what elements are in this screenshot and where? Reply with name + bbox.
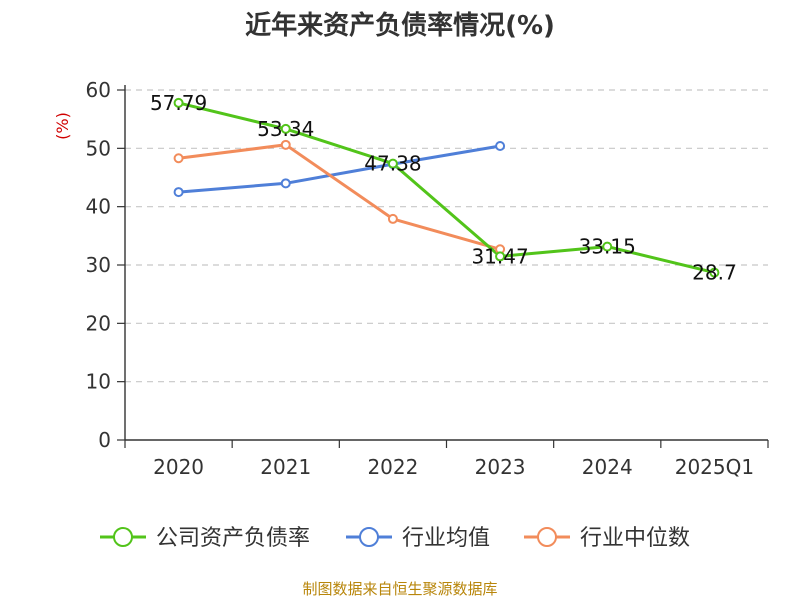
x-tick-label: 2024	[582, 455, 633, 479]
legend-marker	[537, 527, 557, 547]
y-tick-label: 40	[86, 195, 111, 219]
data-label: 53.34	[257, 117, 314, 141]
x-tick-label: 2021	[260, 455, 311, 479]
legend-marker	[113, 527, 133, 547]
chart-title: 近年来资产负债率情况(%)	[245, 10, 555, 41]
data-point	[387, 213, 398, 224]
data-point	[602, 241, 613, 252]
data-label: 28.7	[692, 261, 737, 285]
data-point	[173, 97, 184, 108]
data-label: 57.79	[150, 91, 207, 115]
data-point	[173, 153, 184, 164]
grid-lines	[125, 89, 768, 383]
legend-label: 行业均值	[402, 526, 490, 551]
y-tick-label: 50	[86, 136, 111, 160]
data-label: 31.47	[471, 244, 528, 268]
data-point	[280, 178, 291, 189]
x-tick-label: 2025Q1	[675, 455, 754, 479]
x-tick-label: 2023	[475, 455, 526, 479]
series-lines	[178, 101, 715, 275]
x-tick-label: 2020	[153, 455, 204, 479]
data-point	[280, 139, 291, 150]
y-tick-label: 30	[86, 253, 111, 277]
legend: 公司资产负债率 行业均值 行业中位数	[100, 526, 690, 551]
source-note: 制图数据来自恒生聚源数据库	[302, 580, 497, 598]
data-labels: 57.79 53.34 47.38 31.47 33.15 28.7	[150, 91, 737, 285]
y-tick-label: 10	[86, 370, 111, 394]
series-line	[178, 143, 501, 251]
data-point	[709, 267, 720, 278]
x-tick-label: 2022	[367, 455, 418, 479]
legend-marker	[359, 527, 379, 547]
data-label: 47.38	[364, 152, 421, 176]
data-point	[495, 141, 506, 151]
data-label: 33.15	[579, 235, 636, 259]
legend-label: 公司资产负债率	[156, 526, 310, 551]
y-tick-label: 0	[98, 428, 111, 452]
series-line	[178, 101, 715, 275]
data-point	[173, 187, 184, 198]
y-tick-labels: 0 10 20 30 40 50 60	[86, 78, 111, 452]
x-tick-labels: 2020 2021 2022 2023 2024 2025Q1	[153, 455, 754, 479]
series-points	[173, 97, 720, 278]
y-tick-label: 20	[86, 311, 111, 335]
series-line	[178, 144, 501, 194]
data-point	[280, 123, 291, 134]
y-axis-label: (%)	[53, 112, 72, 140]
data-point	[387, 158, 398, 169]
data-point	[495, 251, 506, 262]
legend-label: 行业中位数	[580, 526, 690, 551]
y-tick-label: 60	[86, 78, 111, 102]
axes	[117, 85, 769, 448]
